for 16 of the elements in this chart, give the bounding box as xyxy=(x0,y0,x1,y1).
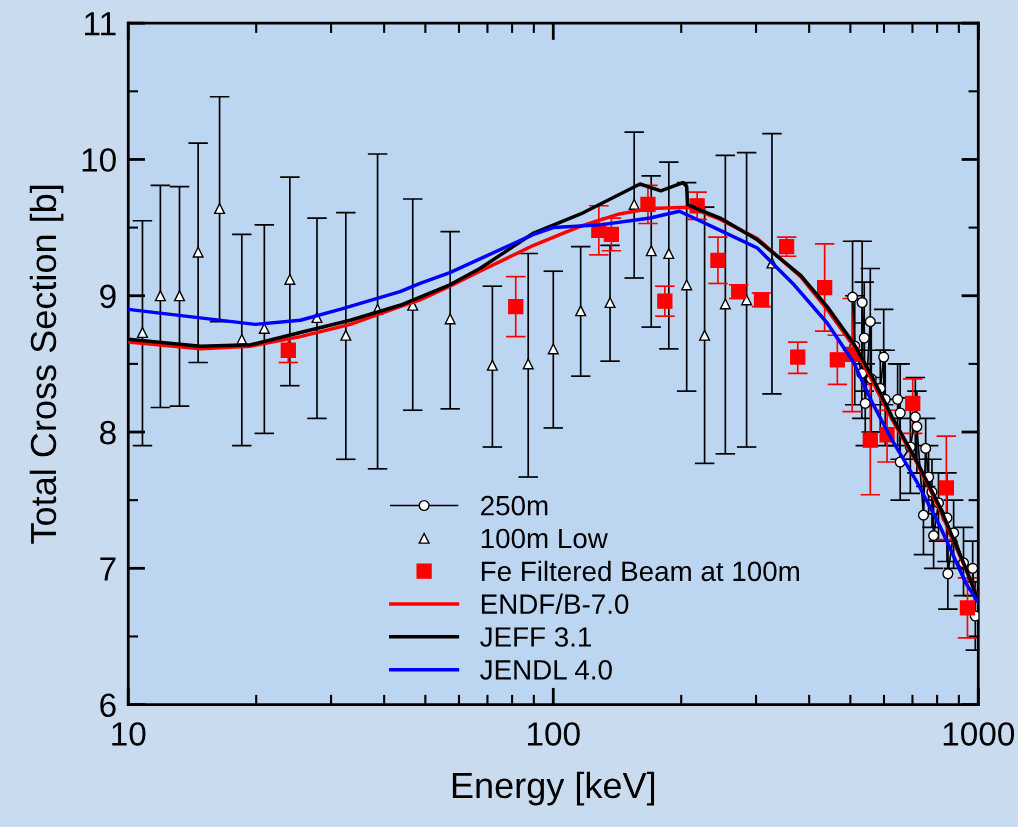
legend-label: JEFF 3.1 xyxy=(480,627,592,647)
legend-label: ENDF/B-7.0 xyxy=(481,593,629,614)
y-tick-label: 9 xyxy=(100,284,116,309)
y-tick-label: 8 xyxy=(100,420,116,445)
legend-label: JENDL 4.0 xyxy=(480,660,612,680)
y-tick-label: 11 xyxy=(85,12,116,36)
legend-label: 250m xyxy=(481,495,548,516)
y-tick-label: 6 xyxy=(100,693,116,718)
legend-label: 100m Low xyxy=(481,528,608,549)
y-tick-label: 7 xyxy=(100,557,116,581)
y-tick-label: 10 xyxy=(82,148,116,172)
x-axis-title: Energy [keV] xyxy=(452,771,655,806)
y-axis-title: Total Cross Section [b] xyxy=(29,185,64,544)
x-tick-label: 100 xyxy=(528,722,580,746)
legend-label: Fe Filtered Beam at 100m xyxy=(481,560,799,582)
x-tick-label: 1000 xyxy=(943,722,1015,746)
